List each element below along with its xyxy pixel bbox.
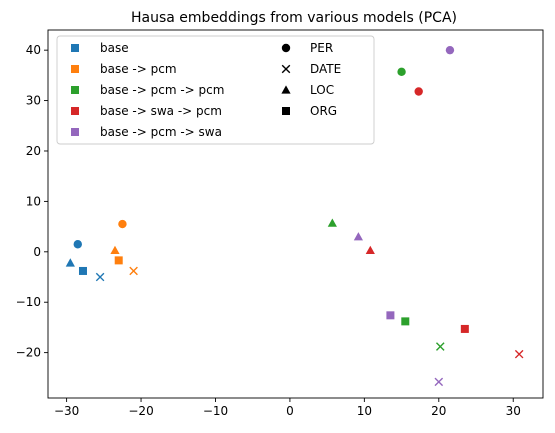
data-point: [460, 324, 469, 333]
y-tick-label: 0: [33, 245, 41, 259]
legend-series-label: base -> pcm: [100, 62, 177, 76]
y-tick-label: 40: [26, 43, 41, 57]
x-tick-label: −10: [203, 404, 228, 418]
x-tick-label: −20: [128, 404, 153, 418]
y-tick-label: −20: [16, 346, 41, 360]
x-tick-label: 10: [357, 404, 372, 418]
legend-series-marker: [71, 44, 79, 52]
data-point: [327, 218, 337, 227]
data-point: [65, 258, 75, 267]
legend-series-label: base -> pcm -> pcm: [100, 83, 224, 97]
plot-area: −30 −20 −10 0 10 20 30 −20 −10 0 10 20 30 40: [16, 29, 544, 418]
legend-box: [56, 35, 375, 145]
legend-marker-symbol: [281, 64, 291, 74]
legend-series-label: base -> pcm -> swa: [100, 125, 222, 139]
data-point: [353, 232, 363, 241]
data-point: [386, 311, 395, 320]
data-point: [401, 317, 410, 326]
legend-marker-symbol: [282, 107, 290, 115]
x-tick-label: 0: [286, 404, 294, 418]
data-point: [78, 266, 87, 275]
legend-marker-symbol: [281, 85, 291, 94]
data-point: [118, 219, 127, 229]
legend-marker-label: ORG: [310, 104, 337, 118]
legend-series-label: base -> swa -> pcm: [100, 104, 222, 118]
axes-frame: [47, 29, 544, 399]
y-tick-label: −10: [16, 295, 41, 309]
legend-series-marker: [71, 86, 79, 94]
legend-series-label: base: [100, 41, 129, 55]
chart-title: Hausa embeddings from various models (PC…: [131, 10, 457, 26]
legend-marker-symbol: [281, 43, 291, 53]
legend-series-marker: [71, 107, 79, 115]
x-tick-label: −30: [54, 404, 79, 418]
data-point: [129, 266, 138, 276]
data-point: [95, 272, 105, 282]
data-point: [514, 349, 524, 359]
data-point: [110, 245, 120, 254]
legend-series-marker: [71, 128, 79, 136]
x-tick-label: 20: [431, 404, 446, 418]
data-point: [445, 45, 455, 55]
data-point: [435, 342, 445, 351]
data-point: [114, 256, 123, 265]
data-point: [365, 245, 375, 254]
data-point: [397, 67, 406, 77]
data-point: [414, 87, 423, 96]
legend-series-marker: [71, 65, 79, 73]
y-tick-label: 20: [26, 144, 41, 158]
legend: base base -> pcm base -> pcm -> pcm base ->…: [56, 35, 375, 145]
legend-marker-label: PER: [310, 41, 333, 55]
legend-marker-label: DATE: [310, 62, 341, 76]
data-point: [73, 240, 82, 249]
data-point: [434, 377, 444, 387]
y-tick-label: 30: [26, 94, 41, 108]
legend-marker-label: LOC: [310, 83, 334, 97]
y-tick-label: 10: [26, 194, 41, 208]
x-tick-label: 30: [506, 404, 521, 418]
